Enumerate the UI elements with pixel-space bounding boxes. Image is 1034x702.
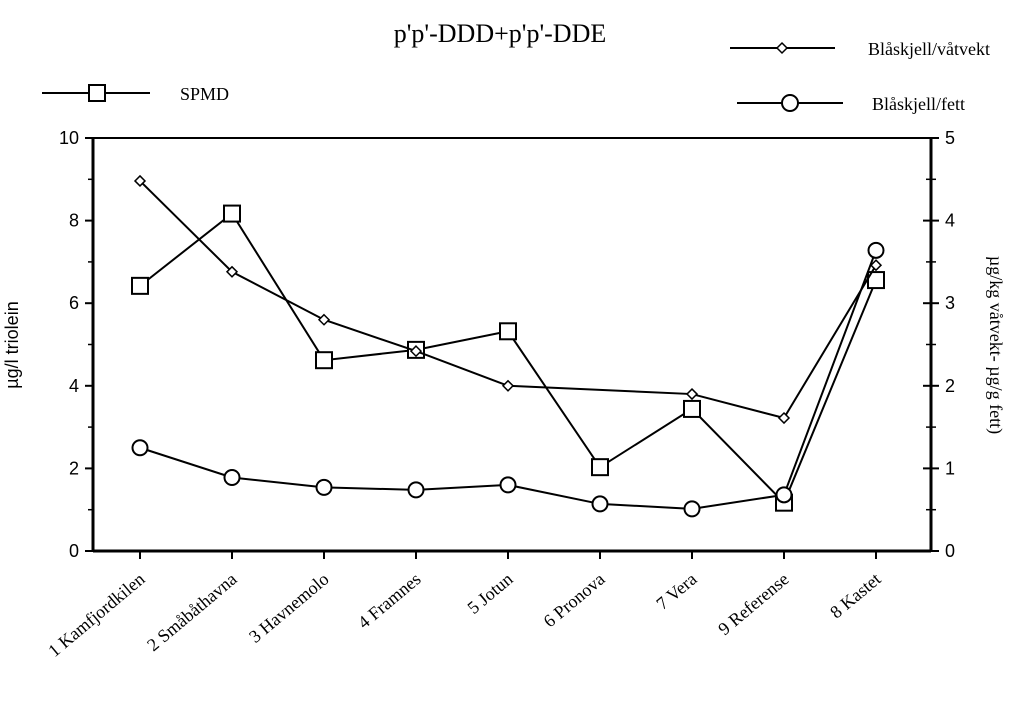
y-right-tick-label: 1 [945, 458, 955, 478]
x-category-label: 8 Kastet [826, 569, 884, 623]
circle-point [591, 495, 609, 513]
diamond-point [777, 411, 791, 425]
legend-diamond-marker [775, 41, 789, 55]
diamond-point [317, 313, 331, 326]
x-category-label: 6 Pronova [539, 569, 608, 632]
chart-title: p'p'-DDD+p'p'-DDE [394, 19, 606, 48]
circle-point [315, 478, 333, 496]
y-axis-right: 0 1 2 3 4 5 [923, 128, 955, 561]
series-line [139, 212, 877, 505]
legend-label-blaskjell-vatvekt: Blåskjell/våtvekt [868, 39, 990, 59]
y-left-tick-label: 2 [69, 458, 79, 478]
x-category-label: 1 Kamfjordkilen [44, 569, 148, 661]
y-axis-left-label: µg/l triolein [2, 301, 22, 388]
square-point [223, 204, 241, 223]
x-category-label: 4 Framnes [354, 569, 425, 633]
circle-point [867, 241, 885, 259]
x-category-label: 3 Havnemolo [245, 569, 333, 647]
series-circle [131, 241, 885, 518]
y-right-tick-label: 3 [945, 293, 955, 313]
y-right-tick-label: 2 [945, 376, 955, 396]
square-point [131, 276, 149, 295]
x-category-label: 7 Vera [652, 569, 700, 614]
circle-point [223, 468, 241, 486]
y-right-tick-label: 5 [945, 128, 955, 148]
y-left-tick-label: 10 [59, 128, 79, 148]
x-category-label: 9 Referense [714, 569, 792, 639]
x-category-label: 5 Jotun [463, 569, 516, 618]
circle-point [407, 481, 425, 499]
y-left-tick-label: 4 [69, 376, 79, 396]
circle-point [683, 500, 701, 518]
legend-label-spmd: SPMD [180, 84, 229, 104]
y-left-tick-label: 8 [69, 211, 79, 231]
square-point [683, 399, 701, 418]
legend-circle-marker [781, 94, 799, 112]
legend-spmd: SPMD [42, 84, 229, 104]
legend-blaskjell-fett: Blåskjell/fett [737, 94, 965, 114]
diamond-point [133, 174, 147, 188]
diamond-point [501, 379, 515, 392]
series-line [139, 180, 877, 420]
series-diamond [133, 174, 883, 425]
square-point [315, 351, 333, 370]
diamond-point [685, 387, 699, 401]
series-square [131, 204, 885, 512]
diamond-point [225, 265, 239, 278]
series-line [139, 249, 877, 510]
y-right-tick-label: 4 [945, 211, 955, 231]
diamond-point [869, 259, 883, 272]
square-point [499, 322, 517, 341]
legend-label-blaskjell-fett: Blåskjell/fett [872, 94, 965, 114]
legend-square-marker [88, 84, 106, 102]
circle-point [775, 486, 793, 504]
series-layer [131, 174, 885, 518]
square-point [591, 458, 609, 477]
legend-blaskjell-vatvekt: Blåskjell/våtvekt [730, 39, 990, 59]
x-category-label: 2 Småbåthavna [143, 569, 240, 655]
circle-point [131, 439, 149, 457]
y-left-tick-label: 6 [69, 293, 79, 313]
y-axis-left: 0 2 4 6 8 10 [59, 128, 93, 561]
y-right-tick-label: 0 [945, 541, 955, 561]
y-left-tick-label: 0 [69, 541, 79, 561]
y-axis-right-label: µg/kg våtvekt- µg/g fett) [985, 256, 1006, 434]
circle-point [499, 476, 517, 494]
diamond-point [409, 345, 423, 358]
